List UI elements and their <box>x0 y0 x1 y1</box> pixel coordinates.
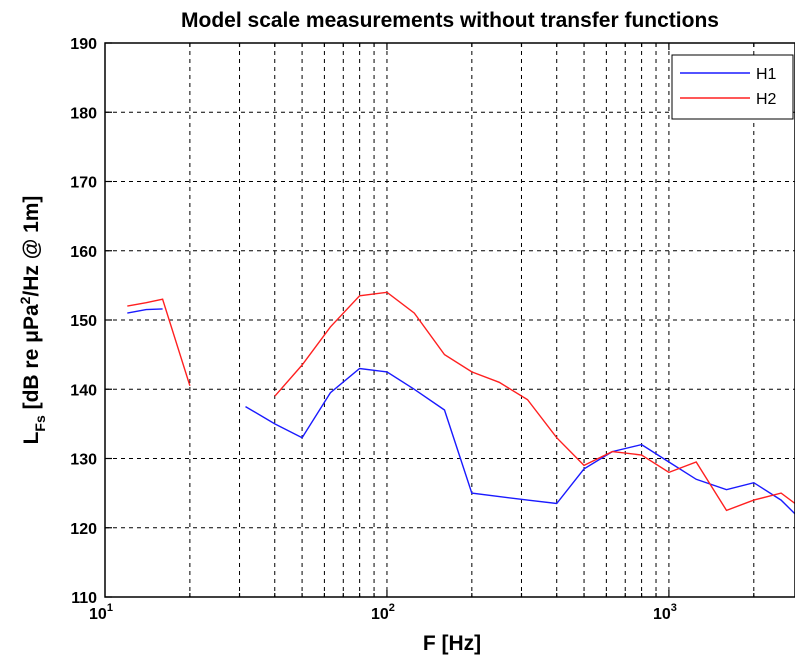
legend-box <box>672 55 793 119</box>
x-tick-label-base: 10 <box>371 606 389 623</box>
y-axis-label-rest1: [dB re μPa <box>20 304 43 415</box>
y-tick-label: 120 <box>70 521 97 538</box>
y-axis-label-rest2: /Hz @ 1m] <box>20 196 43 297</box>
x-tick-label-exp: 2 <box>389 602 395 614</box>
y-tick-label: 180 <box>70 105 97 122</box>
x-tick-label-exp: 1 <box>107 602 113 614</box>
y-axis-label-sup: 2 <box>17 296 33 304</box>
y-axis-label-base: L <box>20 431 43 444</box>
y-tick-label: 170 <box>70 175 97 192</box>
y-tick-label: 110 <box>71 590 97 607</box>
legend-label-h2: H2 <box>756 91 777 108</box>
x-tick-label-base: 10 <box>653 606 671 623</box>
y-tick-label: 160 <box>70 244 97 261</box>
chart-title: Model scale measurements without transfe… <box>181 9 719 32</box>
y-tick-label: 150 <box>70 313 97 330</box>
y-tick-label: 140 <box>70 382 97 399</box>
y-tick-label: 190 <box>70 36 97 53</box>
y-tick-label: 130 <box>70 452 97 469</box>
x-axis-label: F [Hz] <box>423 632 481 655</box>
legend-label-h1: H1 <box>756 66 777 83</box>
x-tick-label-exp: 3 <box>671 602 677 614</box>
x-tick-label-base: 10 <box>89 606 107 623</box>
y-axis-label-sub: Fs <box>32 415 48 432</box>
